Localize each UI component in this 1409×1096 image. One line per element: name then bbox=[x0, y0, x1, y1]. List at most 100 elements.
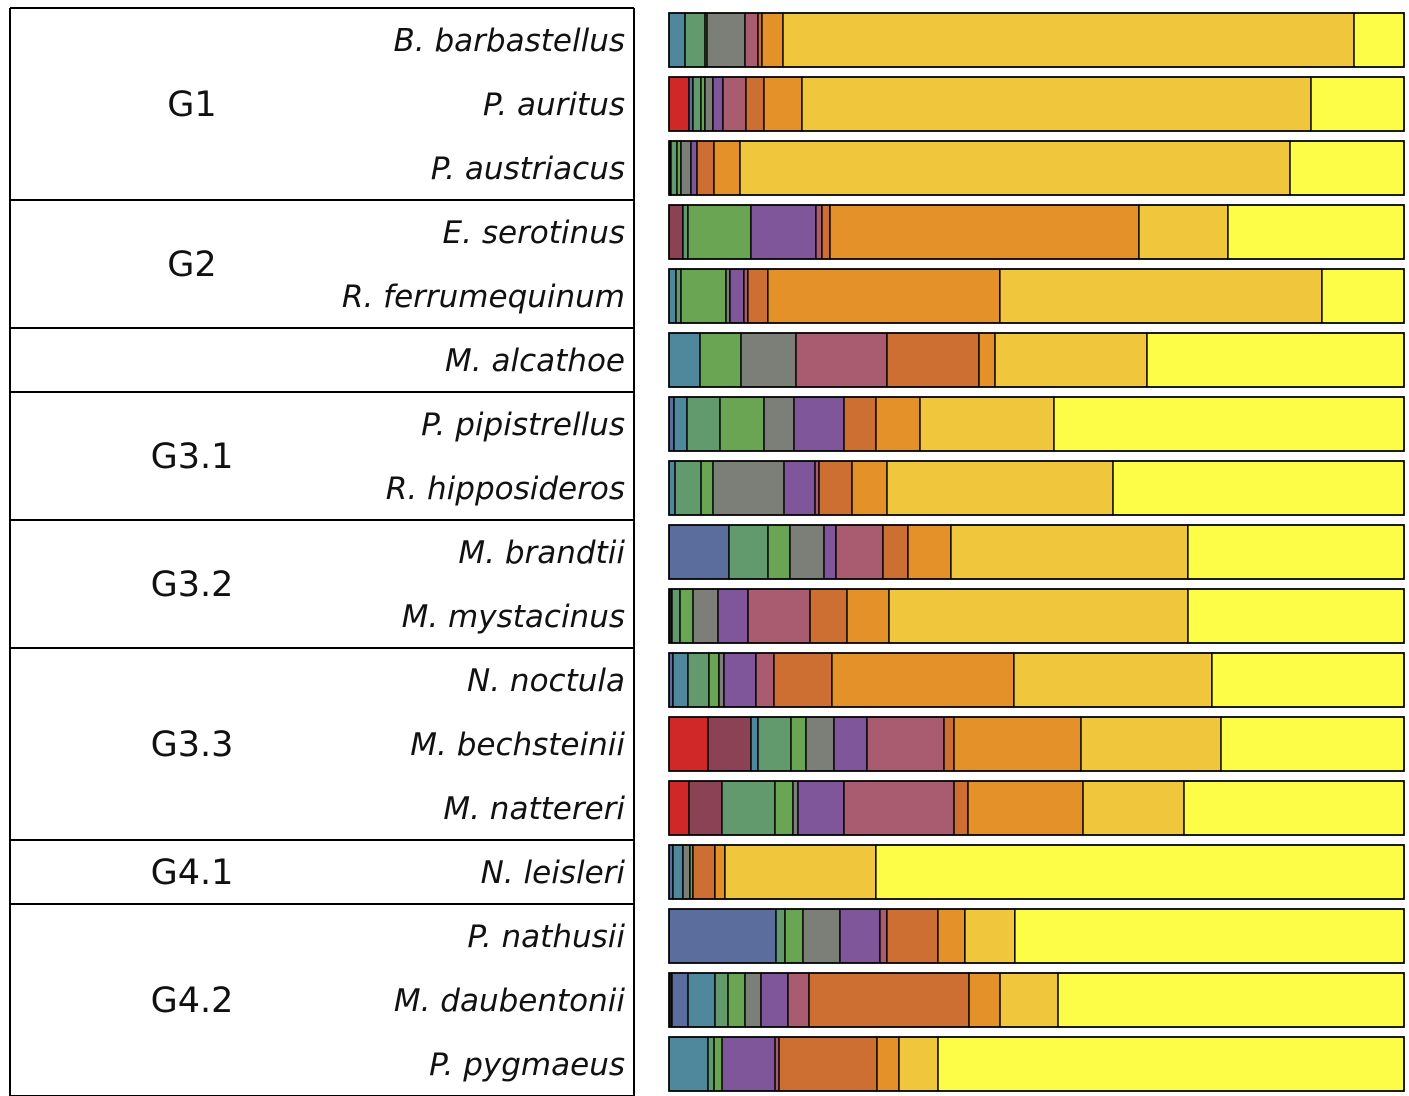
bar-segment bbox=[687, 652, 710, 708]
bar-segment bbox=[792, 780, 799, 836]
bar-segment bbox=[782, 12, 1355, 68]
bar-outline bbox=[668, 908, 1405, 964]
bar-segment bbox=[886, 460, 1114, 516]
bar-segment bbox=[808, 972, 970, 1028]
bar-segment bbox=[722, 76, 747, 132]
bar-segment bbox=[1187, 524, 1405, 580]
bar-segment bbox=[717, 588, 749, 644]
bar-segment bbox=[843, 396, 877, 452]
bar-segment bbox=[668, 460, 676, 516]
bar-segment bbox=[668, 76, 690, 132]
bar-segment bbox=[964, 908, 1016, 964]
bar-segment bbox=[718, 652, 725, 708]
bar-segment bbox=[672, 844, 684, 900]
bar-segment bbox=[672, 652, 689, 708]
bar-segment bbox=[802, 908, 841, 964]
bar-segment bbox=[692, 588, 719, 644]
bar-segment bbox=[907, 524, 952, 580]
bar-segment bbox=[886, 332, 980, 388]
bar-segment bbox=[795, 332, 888, 388]
bar-segment bbox=[767, 268, 1001, 324]
bar-segment bbox=[950, 524, 1189, 580]
stacked-bar bbox=[668, 332, 1405, 388]
stacked-bar bbox=[668, 908, 1405, 964]
bar-segment bbox=[835, 524, 884, 580]
bar-segment bbox=[668, 204, 684, 260]
bar-segment bbox=[680, 140, 692, 196]
bar-segment bbox=[763, 76, 803, 132]
bar-outline bbox=[668, 460, 1405, 516]
stacked-bar bbox=[668, 140, 1405, 196]
bar-segment bbox=[747, 268, 769, 324]
stacked-bar bbox=[668, 12, 1405, 68]
bar-segment bbox=[886, 908, 939, 964]
bar-segment bbox=[866, 716, 945, 772]
bar-segment bbox=[692, 844, 716, 900]
bar-outline bbox=[668, 268, 1405, 324]
bar-segment bbox=[1310, 76, 1405, 132]
stacked-bar bbox=[668, 460, 1405, 516]
bar-segment bbox=[1183, 780, 1405, 836]
bar-segment bbox=[790, 716, 807, 772]
bar-segment bbox=[692, 76, 702, 132]
bar-segment bbox=[671, 588, 681, 644]
species-label: R. ferrumequinum bbox=[342, 279, 625, 315]
bar-segment bbox=[680, 268, 727, 324]
bar-segment bbox=[688, 780, 723, 836]
bar-segment bbox=[815, 204, 823, 260]
bar-segment bbox=[700, 460, 714, 516]
bar-segment bbox=[671, 972, 689, 1028]
bar-segment bbox=[675, 268, 682, 324]
bar-segment bbox=[763, 396, 795, 452]
group-label: G3.3 bbox=[151, 725, 234, 765]
bar-segment bbox=[712, 460, 785, 516]
bar-segment bbox=[767, 524, 791, 580]
bar-segment bbox=[793, 396, 845, 452]
stacked-bar bbox=[668, 844, 1405, 900]
bar-segment bbox=[713, 140, 741, 196]
bar-segment bbox=[789, 524, 825, 580]
bar-segment bbox=[953, 716, 1082, 772]
stacked-bar bbox=[668, 716, 1405, 772]
bar-outline bbox=[668, 524, 1405, 580]
bar-segment bbox=[851, 460, 888, 516]
bar-segment bbox=[690, 140, 698, 196]
bar-segment bbox=[937, 1036, 1405, 1092]
group-label: G3.1 bbox=[151, 437, 234, 477]
bar-segment bbox=[787, 972, 810, 1028]
species-label: M. daubentonii bbox=[394, 983, 626, 1019]
bar-outline bbox=[668, 12, 1405, 68]
stacked-bar bbox=[668, 524, 1405, 580]
species-label: P. nathusii bbox=[467, 919, 625, 955]
stacked-bar bbox=[668, 972, 1405, 1028]
species-label: M. nattereri bbox=[443, 791, 625, 827]
bar-segment bbox=[831, 652, 1015, 708]
bar-segment bbox=[783, 460, 816, 516]
stacked-bars bbox=[668, 12, 1405, 1092]
bar-outline bbox=[668, 588, 1405, 644]
species-label: M. brandtii bbox=[458, 535, 625, 571]
bar-segment bbox=[755, 652, 775, 708]
bar-segment bbox=[833, 716, 868, 772]
bar-outline bbox=[668, 140, 1405, 196]
bar-segment bbox=[721, 780, 776, 836]
species-label: N. leisleri bbox=[481, 855, 626, 891]
bar-segment bbox=[750, 716, 759, 772]
bar-segment bbox=[876, 1036, 900, 1092]
stacked-bar bbox=[668, 780, 1405, 836]
stacked-bar bbox=[668, 1036, 1405, 1092]
bar-segment bbox=[682, 844, 691, 900]
species-label: B. barbastellus bbox=[394, 23, 625, 59]
bar-segment bbox=[821, 204, 831, 260]
bar-segment bbox=[719, 396, 765, 452]
group-label: G4.2 bbox=[151, 981, 234, 1021]
bar-segment bbox=[714, 844, 726, 900]
bar-outline bbox=[668, 204, 1405, 260]
bar-outline bbox=[668, 972, 1405, 1028]
bar-segment bbox=[823, 524, 837, 580]
stacked-bar bbox=[668, 396, 1405, 452]
bar-segment bbox=[879, 908, 888, 964]
bar-segment bbox=[682, 204, 689, 260]
species-label: P. austriacus bbox=[431, 151, 625, 187]
